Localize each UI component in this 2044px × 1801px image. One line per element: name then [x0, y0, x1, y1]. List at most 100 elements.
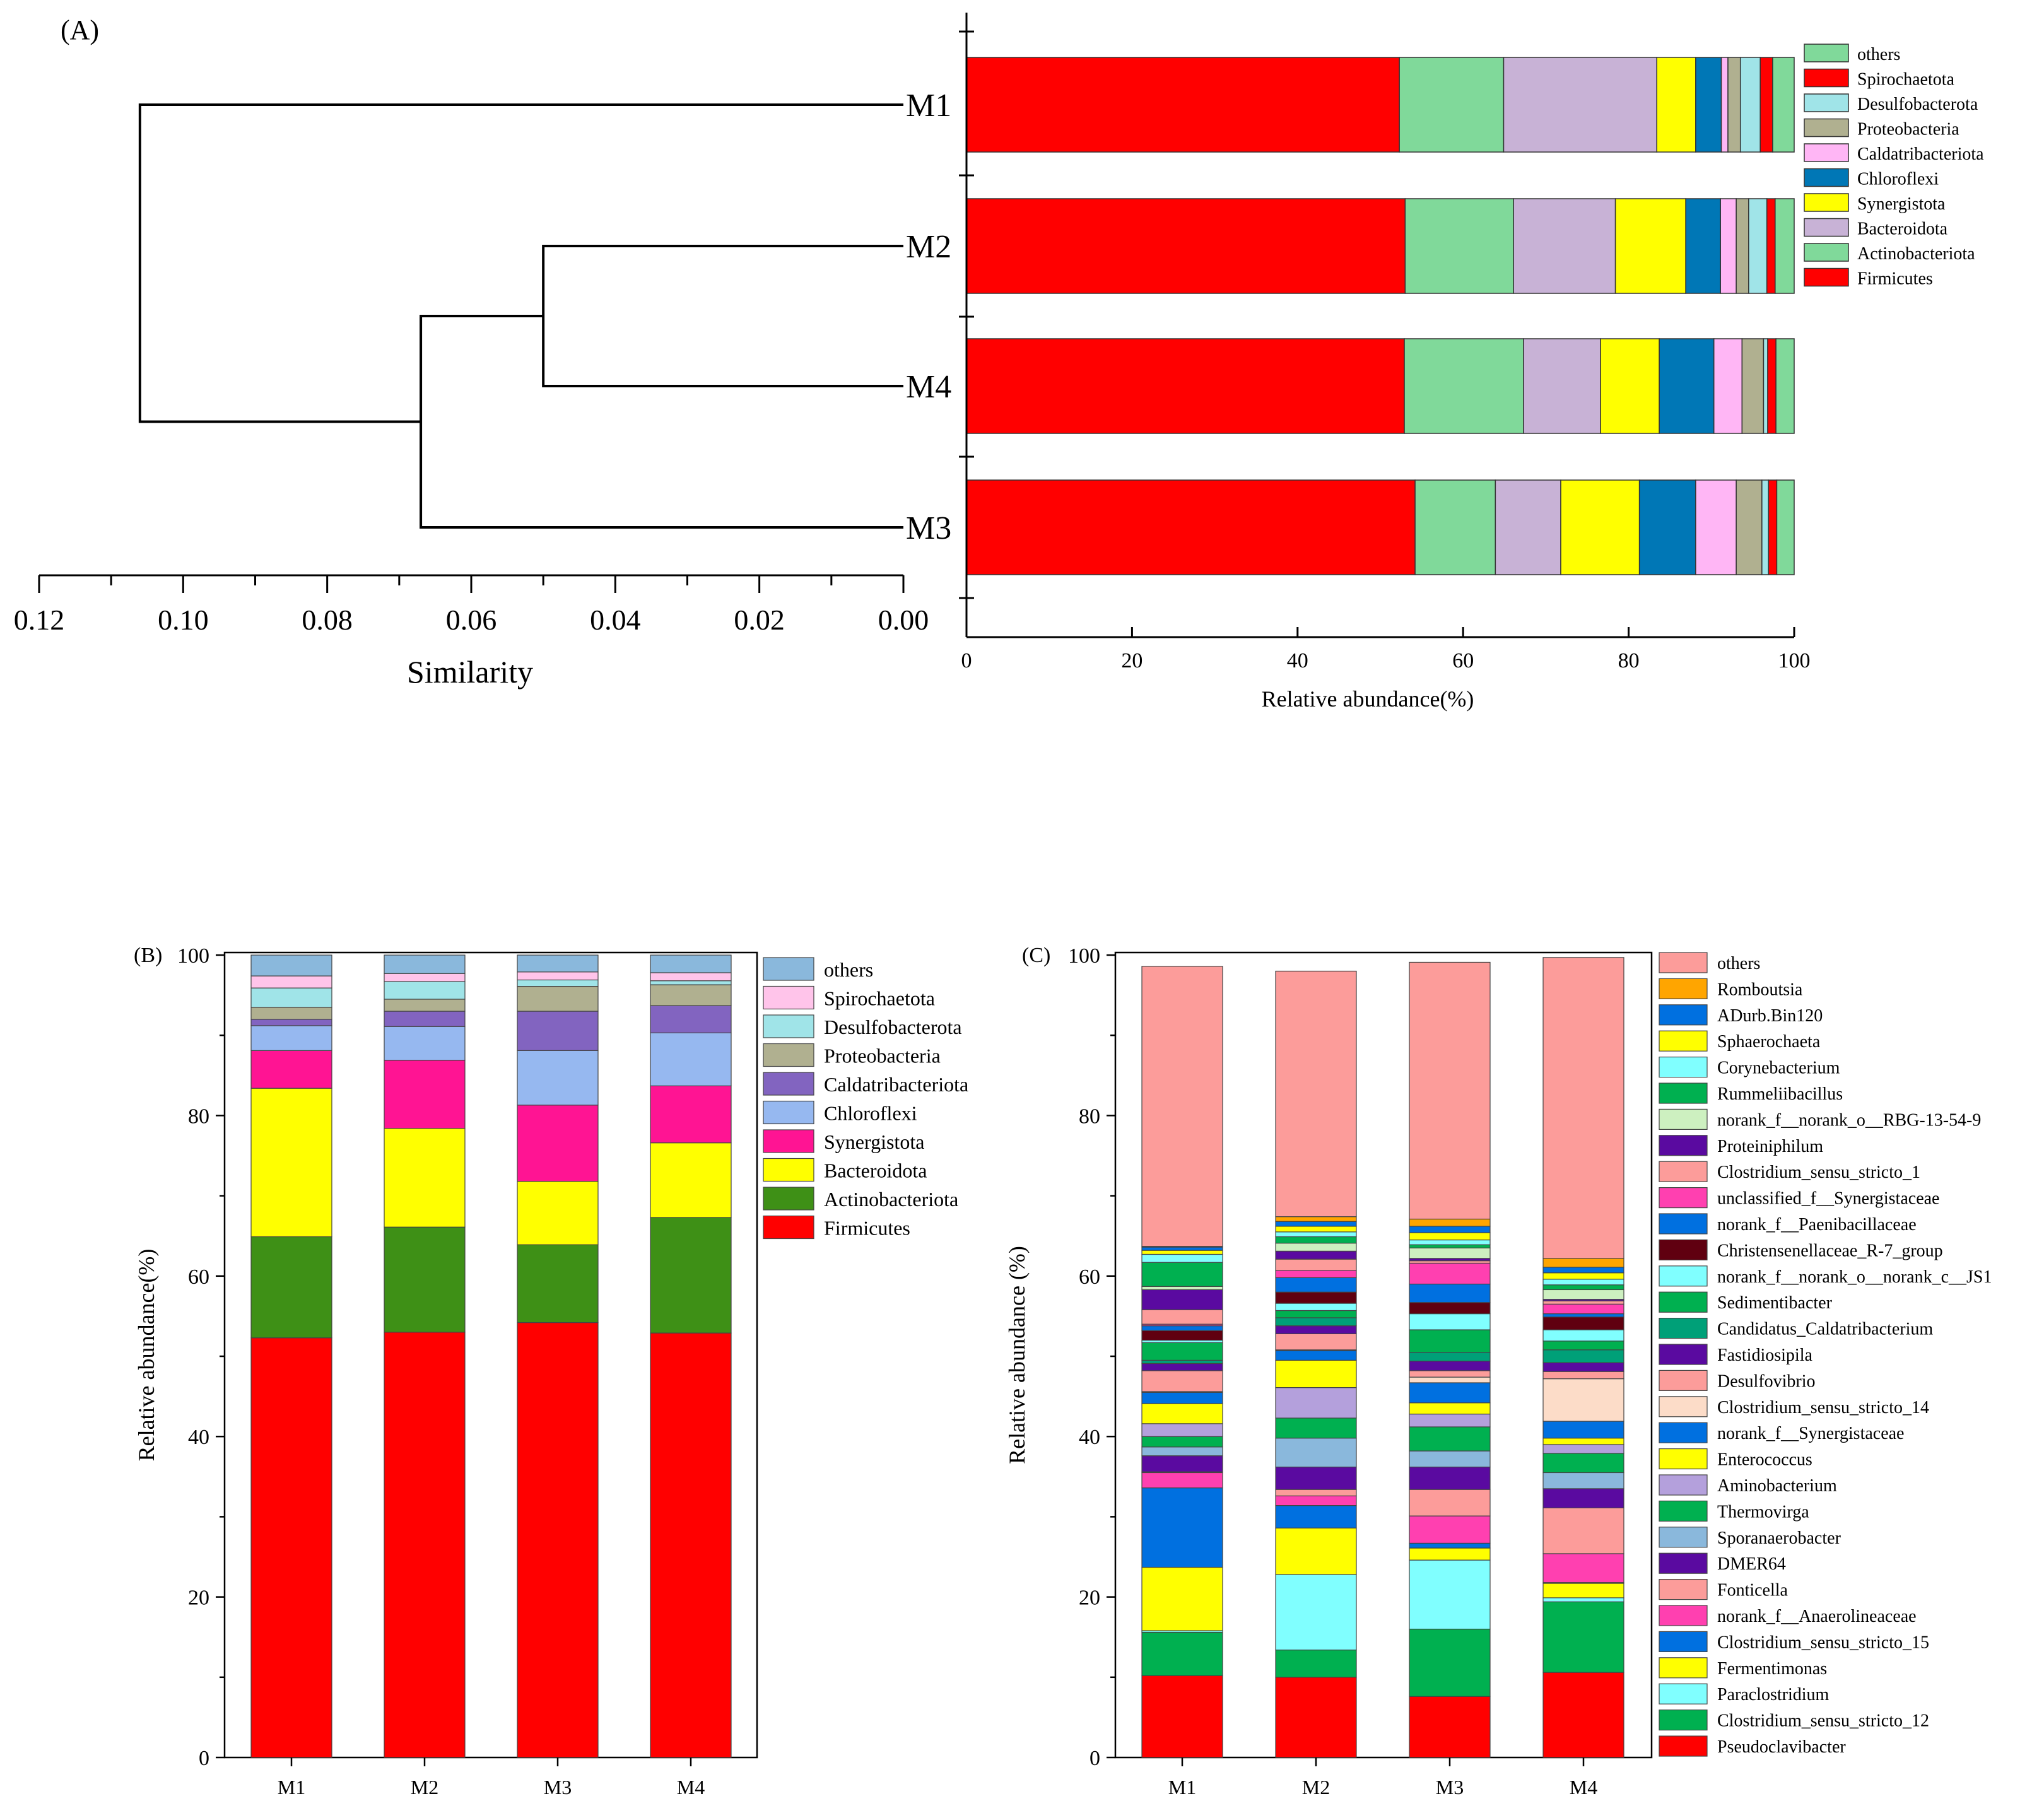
genus-vbar-segment-m3-aminobacterium: [1409, 1413, 1491, 1428]
genus-vbar-segment-m4-sphaerochaeta: [1542, 1272, 1624, 1280]
dendro-leaf-label-m4: M4: [906, 369, 951, 405]
phylum-vbar-segment-m1-caldatribacteriota: [250, 1019, 332, 1026]
genus-vbar-legend-label-thermovirga: Thermovirga: [1717, 1502, 1809, 1522]
genus-vbar-segment-m2-clostridium-sensu-stricto-1: [1275, 1258, 1357, 1271]
genus-vbar-legend-label-clostridium-sensu-stricto-1: Clostridium_sensu_stricto_1: [1717, 1163, 1920, 1182]
genus-vbar-segment-m2-sporanaerobacter: [1275, 1438, 1357, 1468]
genus-vbar-legend-swatch-unclassified-f-synergistaceae: [1659, 1187, 1708, 1209]
genus-vbar-segment-m4-sedimentibacter: [1542, 1340, 1624, 1351]
genus-vbar-segment-m4-fastidiosipila: [1542, 1362, 1624, 1372]
phylum-vbar-segment-m3-proteobacteria: [517, 986, 599, 1012]
hbar-legend-label-proteobacteria: Proteobacteria: [1857, 120, 1959, 139]
genus-vbar-legend-label-paraclostridium: Paraclostridium: [1717, 1685, 1830, 1704]
genus-vbar-segment-m2-desulfovibrio: [1275, 1333, 1357, 1351]
genus-vbar-category-label-m1: M1: [1168, 1776, 1196, 1798]
genus-vbar-segment-m1-fastidiosipila: [1141, 1363, 1223, 1371]
genus-vbar-segment-m4-fonticella: [1542, 1507, 1624, 1554]
genus-vbar-segment-m1-norank-f-norank-o-rbg-13-54-9: [1141, 1286, 1223, 1291]
genus-vbar-segment-m3-clostridium-sensu-stricto-12: [1409, 1628, 1491, 1697]
genus-vbar-legend-swatch-norank-f-paenibacillaceae: [1659, 1213, 1708, 1235]
genus-vbar-legend-label-candidatus-caldatribacterium: Candidatus_Caldatribacterium: [1717, 1320, 1933, 1339]
genus-vbar-legend-label-dmer64: DMER64: [1717, 1554, 1786, 1574]
dendro-leaf-label-m1: M1: [906, 88, 951, 124]
genus-vbar-legend-label-clostridium-sensu-stricto-14: Clostridium_sensu_stricto_14: [1717, 1398, 1929, 1417]
genus-vbar-legend-swatch-fonticella: [1659, 1579, 1708, 1600]
genus-vbar-y-tick-label: 100: [1068, 944, 1100, 968]
phylum-vbar-segment-m2-others: [384, 954, 466, 974]
phylum-vbar-y-tick-label: 100: [177, 944, 209, 968]
hbar-segment-m2-spirochaetota: [1766, 198, 1776, 294]
genus-vbar-segment-m3-norank-f-paenibacillaceae: [1409, 1283, 1491, 1303]
phylum-vbar-segment-m3-actinobacteriota: [517, 1244, 599, 1323]
genus-vbar-segment-m1-sporanaerobacter: [1141, 1446, 1223, 1457]
genus-vbar-segment-m1-norank-f-paenibacillaceae: [1141, 1325, 1223, 1331]
genus-vbar-legend-label-rummeliibacillus: Rummeliibacillus: [1717, 1084, 1843, 1104]
phylum-vbar-legend-label-proteobacteria: Proteobacteria: [824, 1045, 941, 1067]
dendro-link-m2-m4: [542, 245, 903, 387]
genus-vbar-legend-swatch-rummeliibacillus: [1659, 1082, 1708, 1104]
hbar-segment-m1-caldatribacteriota: [1720, 57, 1729, 153]
genus-vbar-y-tick-label: 60: [1079, 1265, 1100, 1289]
genus-vbar-segment-m2-dmer64: [1275, 1466, 1357, 1490]
genus-vbar-segment-m3-sporanaerobacter: [1409, 1450, 1491, 1468]
genus-vbar-segment-m2-norank-f-synergistaceae: [1275, 1350, 1357, 1361]
genus-vbar-segment-m1-thermovirga: [1141, 1436, 1223, 1448]
hbar-segment-m4-spirochaetota: [1767, 338, 1777, 434]
genus-vbar-legend-swatch-others: [1659, 952, 1708, 973]
genus-vbar-segment-m3-others: [1409, 961, 1491, 1220]
phylum-vbar-segment-m3-synergistota: [517, 1105, 599, 1182]
genus-vertical-stacked-bar-chart: M1 M2 M3 M4 0 20 40 60 80 100 Relative abundance (…: [1004, 944, 1992, 1798]
phylum-vbar-legend-label-others: others: [824, 958, 873, 981]
genus-vbar-category-label-m3: M3: [1436, 1776, 1464, 1798]
phylum-vbar-segment-m4-firmicutes: [650, 1332, 732, 1758]
genus-vbar-segment-m4-paraclostridium: [1542, 1597, 1624, 1602]
genus-vbar-segment-m3-norank-f-norank-o-rbg-13-54-9: [1409, 1247, 1491, 1259]
phylum-vbar-y-tick-label: 80: [188, 1105, 209, 1128]
genus-vbar-segment-m1-fermentimonas: [1141, 1566, 1223, 1631]
hbar-segment-m3-others: [1776, 479, 1795, 575]
genus-vbar-legend-swatch-clostridium-sensu-stricto-15: [1659, 1631, 1708, 1652]
genus-vbar-segment-m1-pseudoclavibacter: [1141, 1675, 1223, 1758]
genus-vbar-legend-swatch-romboutsia: [1659, 978, 1708, 1000]
hbar-legend-swatch-bacteroidota: [1804, 218, 1849, 237]
hbar-tick-label: 80: [1618, 649, 1640, 672]
genus-vbar-segment-m1-norank-f-synergistaceae: [1141, 1392, 1223, 1404]
genus-vbar-segment-m1-proteiniphilum: [1141, 1289, 1223, 1310]
hbar-segment-m4-proteobacteria: [1741, 338, 1765, 434]
genus-vbar-legend-swatch-clostridium-sensu-stricto-14: [1659, 1396, 1708, 1417]
genus-vbar-legend-label-sporanaerobacter: Sporanaerobacter: [1717, 1528, 1841, 1548]
dendro-tick-label: 0.02: [734, 604, 785, 636]
phylum-vbar-legend-label-chloroflexi: Chloroflexi: [824, 1102, 917, 1125]
genus-vbar-segment-m3-sedimentibacter: [1409, 1329, 1491, 1353]
phylum-vbar-segment-m3-firmicutes: [517, 1322, 599, 1758]
phylum-vbar-legend-swatch-bacteroidota: [763, 1158, 814, 1182]
hbar-tick-label: 100: [1778, 649, 1811, 672]
phylum-vbar-legend-swatch-spirochaetota: [763, 985, 814, 1010]
phylum-vbar-segment-m4-caldatribacteriota: [650, 1005, 732, 1033]
dendro-tick-label: 0.06: [446, 604, 497, 636]
phylum-vbar-segment-m4-desulfobacterota: [650, 980, 732, 985]
phylum-vbar-legend-swatch-firmicutes: [763, 1215, 814, 1240]
genus-vbar-segment-m1-sedimentibacter: [1141, 1342, 1223, 1361]
genus-vbar-segment-m4-clostridium-sensu-stricto-1: [1542, 1300, 1624, 1305]
genus-vbar-segment-m3-romboutsia: [1409, 1218, 1491, 1227]
phylum-vbar-segment-m3-spirochaetota: [517, 971, 599, 981]
hbar-segment-m3-synergistota: [1560, 479, 1640, 575]
panel-label-c: (C): [1022, 944, 1050, 967]
hbar-tick-label: 20: [1121, 649, 1142, 672]
genus-vbar-segment-m3-corynebacterium: [1409, 1239, 1491, 1245]
genus-vbar-legend-swatch-christensenellaceae-r-7-group: [1659, 1239, 1708, 1261]
genus-vbar-legend-label-proteiniphilum: Proteiniphilum: [1717, 1137, 1823, 1156]
hbar-segment-m2-chloroflexi: [1685, 198, 1721, 294]
phylum-vbar-segment-m2-bacteroidota: [384, 1128, 466, 1228]
genus-vbar-segment-m4-fermentimonas: [1542, 1583, 1624, 1599]
phylum-vbar-segment-m2-synergistota: [384, 1060, 466, 1129]
dendro-axis-title: Similarity: [407, 654, 533, 689]
hbar-legend-swatch-firmicutes: [1804, 267, 1849, 287]
phylum-vbar-legend-swatch-actinobacteriota: [763, 1187, 814, 1211]
phylum-vbar-segment-m3-caldatribacteriota: [517, 1011, 599, 1051]
genus-vbar-segment-m4-sporanaerobacter: [1542, 1472, 1624, 1489]
genus-vbar-legend-swatch-pseudoclavibacter: [1659, 1735, 1708, 1757]
hbar-segment-m3-firmicutes: [966, 479, 1416, 575]
dendro-link-cluster-m3: [420, 315, 903, 529]
